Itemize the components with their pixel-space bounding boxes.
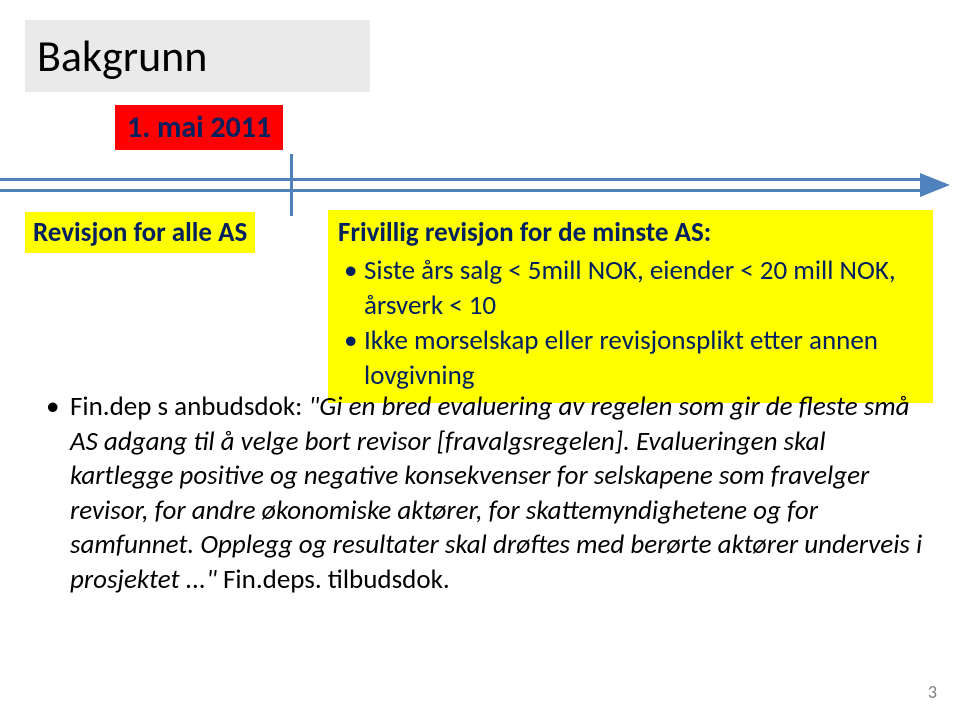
right-highlight-heading: Frivillig revisjon for de minste AS: — [338, 216, 923, 249]
left-highlight-label: Revisjon for alle AS — [33, 216, 247, 249]
title-band: Bakgrunn — [25, 20, 370, 92]
page-title: Bakgrunn — [37, 29, 207, 83]
timeline-date-marker: 1. mai 2011 — [115, 105, 283, 150]
timeline-arrowhead — [920, 173, 950, 197]
timeline-line — [0, 189, 925, 192]
right-highlight-list: Siste års salg < 5mill NOK, eiender < 20… — [338, 253, 923, 393]
list-item: Ikke morselskap eller revisjonsplikt ett… — [342, 323, 923, 393]
body-prefix: Fin.dep s anbudsdok: — [70, 390, 308, 423]
timeline — [0, 178, 959, 192]
left-highlight-box: Revisjon for alle AS — [25, 212, 255, 253]
right-highlight-box: Frivillig revisjon for de minste AS: Sis… — [328, 210, 933, 403]
list-item: Siste års salg < 5mill NOK, eiender < 20… — [342, 253, 923, 323]
body-bullet: Fin.dep s anbudsdok: "Gi en bred evaluer… — [40, 390, 930, 597]
page-number: 3 — [928, 681, 937, 703]
timeline-line — [0, 178, 925, 181]
timeline-date-label: 1. mai 2011 — [127, 109, 271, 146]
body-suffix: Fin.deps. tilbudsdok. — [223, 563, 450, 596]
body-text-block: Fin.dep s anbudsdok: "Gi en bred evaluer… — [40, 390, 930, 597]
